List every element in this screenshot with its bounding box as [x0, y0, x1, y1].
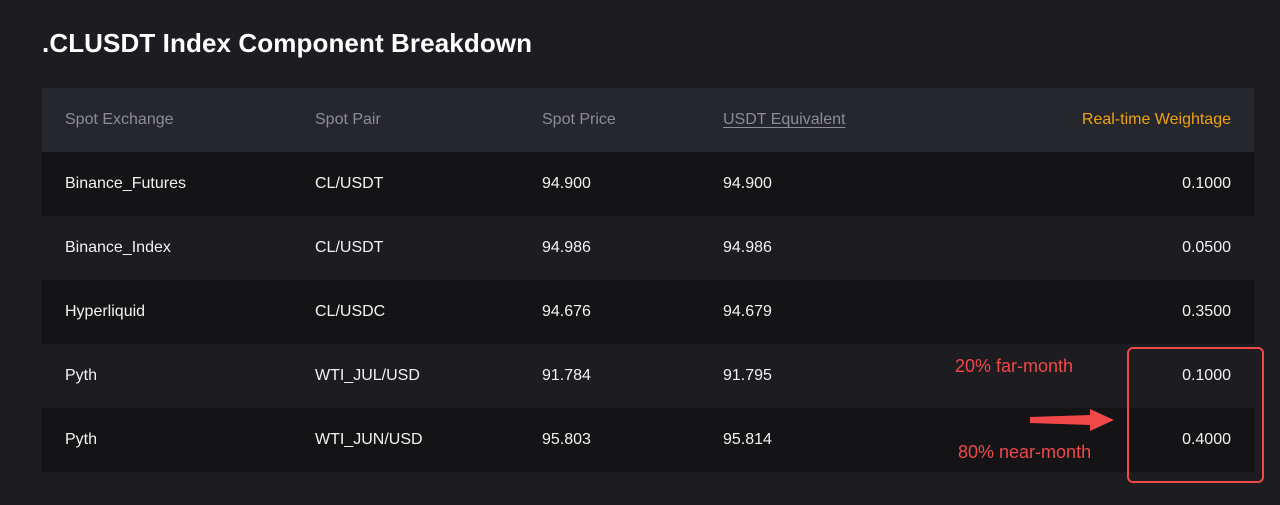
- table-row: Hyperliquid CL/USDC 94.676 94.679 0.3500: [42, 280, 1254, 344]
- header-spot-exchange: Spot Exchange: [65, 111, 174, 128]
- cell-price: 94.676: [542, 303, 591, 320]
- cell-usdt: 94.900: [723, 175, 772, 192]
- cell-price: 91.784: [542, 367, 591, 384]
- cell-weight: 0.1000: [1182, 175, 1231, 192]
- header-spot-price: Spot Price: [542, 111, 616, 128]
- cell-usdt: 94.679: [723, 303, 772, 320]
- cell-pair: WTI_JUN/USD: [315, 431, 423, 448]
- header-spot-pair: Spot Pair: [315, 111, 381, 128]
- header-usdt-equivalent-link[interactable]: USDT Equivalent: [723, 111, 846, 128]
- cell-weight: 0.4000: [1182, 431, 1231, 448]
- cell-exchange: Binance_Index: [65, 239, 171, 256]
- cell-price: 95.803: [542, 431, 591, 448]
- table-row: Binance_Index CL/USDT 94.986 94.986 0.05…: [42, 216, 1254, 280]
- cell-usdt: 91.795: [723, 367, 772, 384]
- cell-usdt: 94.986: [723, 239, 772, 256]
- cell-weight: 0.0500: [1182, 239, 1231, 256]
- cell-weight: 0.1000: [1182, 367, 1231, 384]
- cell-exchange: Pyth: [65, 367, 98, 384]
- cell-exchange: Pyth: [65, 431, 98, 448]
- table-row: Pyth WTI_JUL/USD 91.784 91.795 0.1000: [42, 344, 1254, 408]
- annotation-highlight-box: [1127, 347, 1264, 483]
- header-realtime-weightage: Real-time Weightage: [1081, 111, 1231, 128]
- cell-usdt: 95.814: [723, 431, 772, 448]
- cell-pair: CL/USDT: [315, 175, 384, 192]
- annotation-near-month: 80% near-month: [958, 442, 1092, 462]
- cell-price: 94.986: [542, 239, 591, 256]
- right-arrow-icon: [1030, 409, 1114, 431]
- cell-exchange: Hyperliquid: [65, 303, 146, 320]
- component-table: Spot Exchange Spot Pair Spot Price USDT …: [42, 88, 1254, 472]
- cell-pair: WTI_JUL/USD: [315, 367, 420, 384]
- cell-price: 94.900: [542, 175, 591, 192]
- page-title: .CLUSDT Index Component Breakdown: [42, 28, 533, 58]
- table-header-row: Spot Exchange Spot Pair Spot Price USDT …: [42, 88, 1254, 152]
- cell-pair: CL/USDC: [315, 303, 386, 320]
- table-row: Binance_Futures CL/USDT 94.900 94.900 0.…: [42, 152, 1254, 216]
- cell-weight: 0.3500: [1182, 303, 1231, 320]
- annotation-far-month: 20% far-month: [955, 356, 1074, 376]
- cell-pair: CL/USDT: [315, 239, 384, 256]
- cell-exchange: Binance_Futures: [65, 175, 186, 192]
